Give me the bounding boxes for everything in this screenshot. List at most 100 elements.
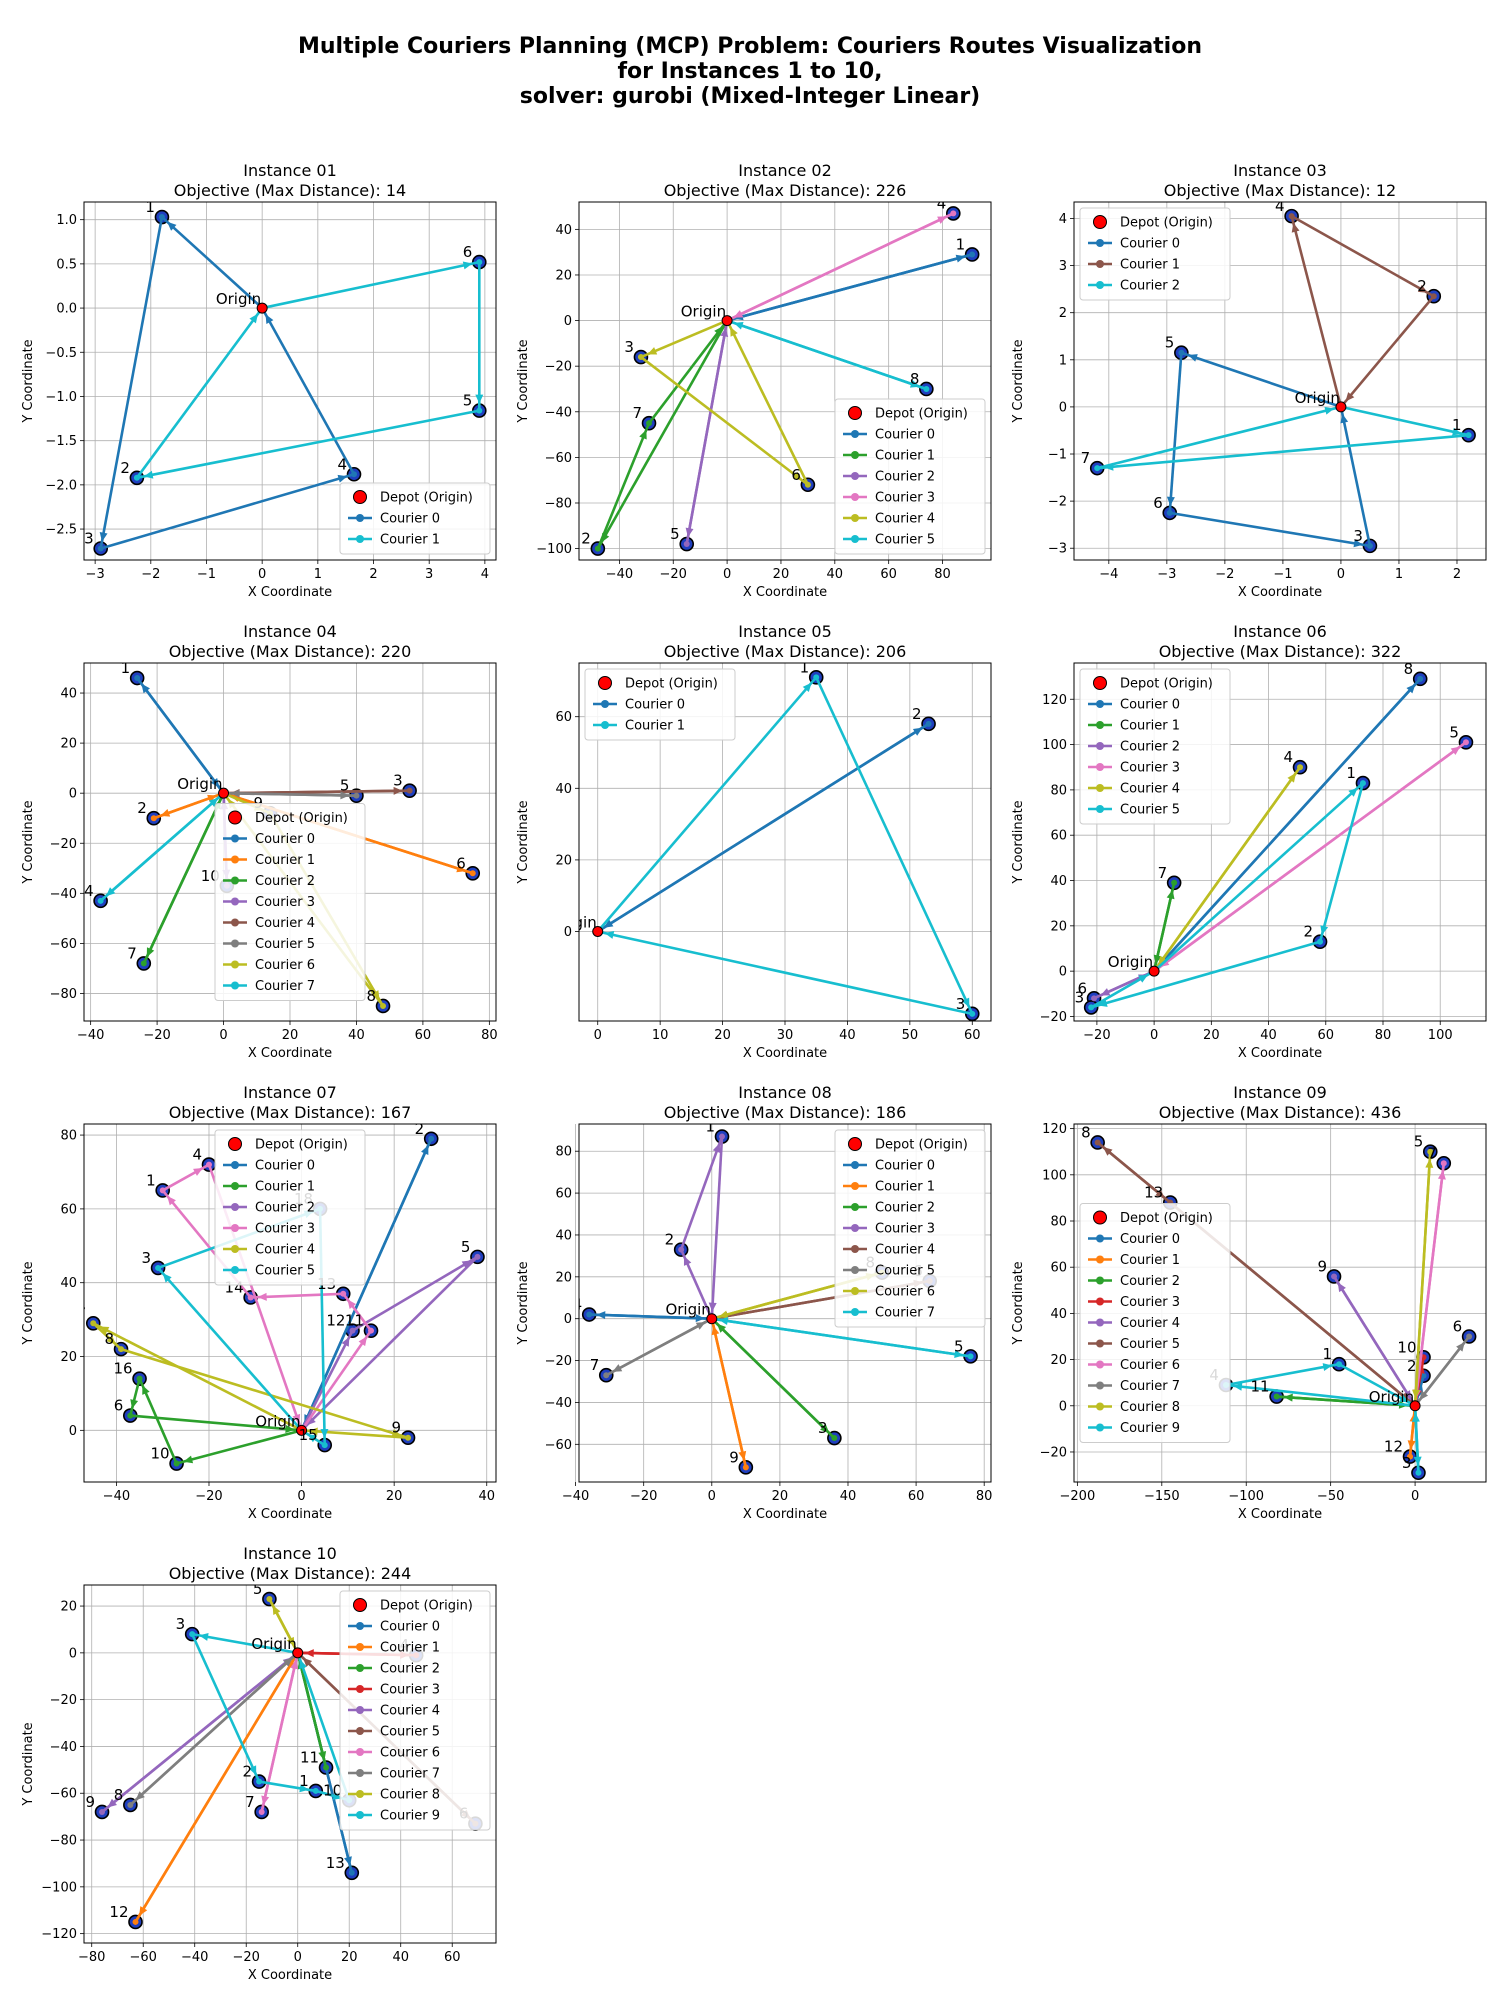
route-arrow bbox=[1452, 427, 1462, 436]
legend-marker bbox=[1096, 700, 1104, 708]
route-courier-6 bbox=[258, 1649, 301, 1815]
x-tick-label: −3 bbox=[1157, 567, 1176, 582]
legend-marker bbox=[851, 1161, 859, 1169]
legend-marker bbox=[1096, 805, 1104, 813]
legend-marker bbox=[231, 897, 239, 906]
node-label-3: 3 bbox=[84, 530, 94, 548]
axes-frame bbox=[83, 201, 497, 561]
route-segment bbox=[1339, 295, 1435, 408]
x-tick-label: 0 bbox=[1150, 1028, 1158, 1043]
depot-point bbox=[1409, 1400, 1421, 1412]
node-label-2: 2 bbox=[912, 705, 922, 723]
route-segment bbox=[1318, 782, 1365, 943]
legend-label: Courier 4 bbox=[1120, 1316, 1180, 1331]
node-label-4: 4 bbox=[1275, 197, 1285, 215]
legend-marker bbox=[1096, 1276, 1104, 1285]
route-courier-7 bbox=[127, 1649, 301, 1808]
route-courier-0 bbox=[1166, 349, 1373, 549]
y-tick-label: −100 bbox=[41, 1880, 77, 1895]
route-arrow bbox=[1138, 974, 1149, 983]
route-arrow bbox=[733, 310, 744, 318]
y-tick-label: −2.5 bbox=[45, 523, 77, 538]
legend-marker bbox=[231, 1203, 239, 1211]
x-tick-label: −100 bbox=[1228, 1489, 1264, 1504]
legend-marker bbox=[356, 1685, 364, 1693]
legend-depot-marker bbox=[848, 406, 862, 420]
legend-label: Courier 0 bbox=[875, 1159, 935, 1174]
y-tick-label: 60 bbox=[1050, 829, 1067, 844]
legend-marker bbox=[851, 430, 859, 438]
node-label-9: 9 bbox=[1317, 1257, 1327, 1275]
y-tick-label: −20 bbox=[50, 837, 77, 852]
route-arrow bbox=[230, 789, 240, 798]
route-arrow bbox=[461, 1260, 472, 1269]
legend-marker bbox=[1096, 742, 1104, 750]
subplot-title: Instance 05 bbox=[738, 622, 832, 641]
legend-marker bbox=[231, 876, 239, 885]
node-label-8: 8 bbox=[1081, 1123, 1091, 1141]
y-tick-label: 40 bbox=[555, 223, 572, 238]
y-tick-label: 60 bbox=[1050, 1261, 1067, 1276]
legend-marker bbox=[851, 1224, 859, 1232]
legend-label: Courier 1 bbox=[1120, 1253, 1180, 1268]
legend-depot-marker bbox=[598, 676, 612, 690]
route-segment bbox=[99, 216, 164, 549]
route-arrow bbox=[603, 919, 614, 928]
y-axis-label: Y Coordinate bbox=[1011, 1261, 1026, 1345]
depot-point bbox=[296, 1424, 308, 1436]
subplot-2: −40 −20 0 20 40 60 80 −100 −80 −60 −40 −20 0 20 40 Inst… bbox=[516, 161, 992, 600]
axes-frame bbox=[83, 1123, 497, 1483]
route-arrow bbox=[265, 314, 274, 325]
route-arrow bbox=[708, 1302, 717, 1312]
y-tick-label: 40 bbox=[60, 687, 77, 702]
legend-label: Courier 4 bbox=[1120, 782, 1180, 797]
y-tick-label: 4 bbox=[1059, 212, 1067, 227]
x-axis-label: X Coordinate bbox=[248, 1046, 332, 1061]
route-arrow bbox=[249, 313, 259, 324]
y-axis-label: Y Coordinate bbox=[1011, 800, 1026, 884]
node-label-13: 13 bbox=[1144, 1184, 1163, 1202]
x-tick-label: −50 bbox=[1317, 1489, 1344, 1504]
legend-label: Courier 3 bbox=[1120, 761, 1180, 776]
legend-depot-marker bbox=[1093, 1210, 1107, 1225]
route-segment bbox=[1169, 511, 1371, 548]
legend-label: Courier 2 bbox=[1120, 740, 1180, 755]
y-tick-label: −20 bbox=[1040, 1010, 1067, 1025]
y-tick-label: 20 bbox=[60, 1350, 77, 1365]
depot-point bbox=[256, 302, 268, 314]
route-segment bbox=[191, 1632, 298, 1655]
legend-label: Courier 1 bbox=[875, 449, 935, 464]
y-tick-label: −3 bbox=[1048, 542, 1067, 557]
route-segment bbox=[1168, 352, 1183, 513]
route-courier-4 bbox=[99, 1649, 301, 1815]
node-label-3: 3 bbox=[624, 338, 634, 356]
x-tick-label: −40 bbox=[103, 1489, 130, 1504]
legend-label: Courier 9 bbox=[1120, 1421, 1180, 1436]
legend-marker bbox=[231, 1266, 239, 1274]
axes-frame bbox=[578, 662, 992, 1022]
legend-label: Courier 0 bbox=[1120, 698, 1180, 713]
legend-marker bbox=[356, 1727, 364, 1735]
legend-marker bbox=[1096, 239, 1104, 247]
axes-frame bbox=[1073, 201, 1487, 561]
x-tick-label: −20 bbox=[630, 1489, 657, 1504]
route-arrow bbox=[199, 1632, 209, 1641]
legend: Depot (Origin) Courier 0 Courier 1 Courier … bbox=[339, 1590, 491, 1831]
route-segment bbox=[300, 1330, 354, 1431]
subplot-3: −4 −3 −2 −1 0 1 2 −3 −2 −1 0 1 2 3 4 Instance 03Objecti… bbox=[1011, 161, 1487, 600]
route-arrow bbox=[167, 1195, 176, 1206]
node-label-6: 6 bbox=[1453, 1317, 1463, 1335]
route-arrow bbox=[1353, 539, 1364, 548]
route-arrow bbox=[714, 326, 723, 336]
x-tick-label: 40 bbox=[348, 1028, 365, 1043]
subplot-4: −40 −20 0 20 40 60 80 −80 −60 −40 −20 0 20 40 Instance… bbox=[21, 622, 498, 1061]
legend-marker bbox=[356, 514, 364, 522]
route-arrow bbox=[290, 1659, 299, 1670]
y-tick-label: 2 bbox=[1059, 306, 1067, 321]
legend-label: Courier 6 bbox=[875, 1285, 935, 1300]
legend-marker bbox=[1096, 281, 1104, 289]
legend-box bbox=[1079, 207, 1231, 301]
route-arrow bbox=[320, 1429, 329, 1439]
legend-depot-label: Depot (Origin) bbox=[875, 407, 968, 422]
node-label-6: 6 bbox=[463, 243, 473, 261]
